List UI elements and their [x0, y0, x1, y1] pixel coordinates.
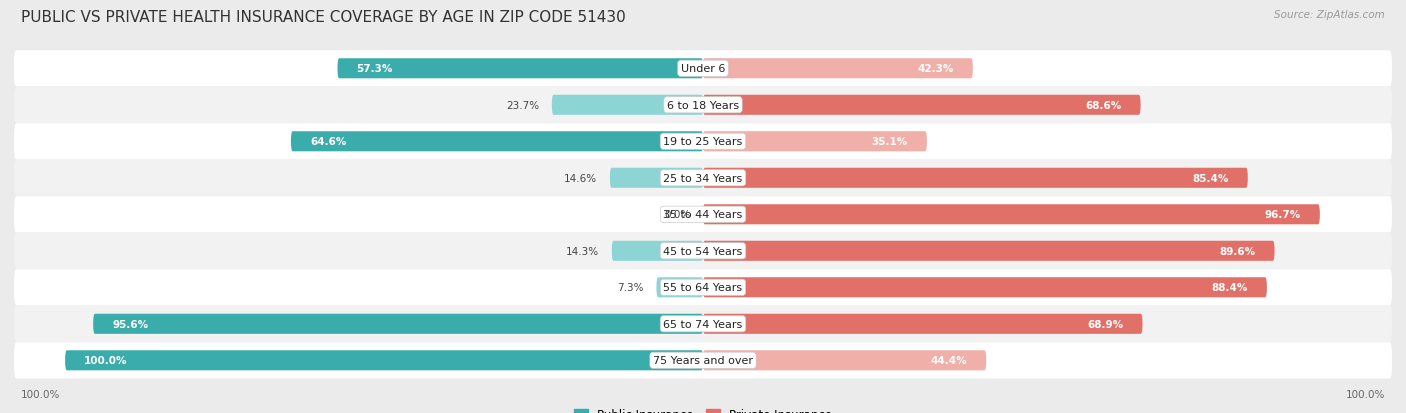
FancyBboxPatch shape: [93, 314, 703, 334]
FancyBboxPatch shape: [14, 233, 1392, 269]
FancyBboxPatch shape: [703, 59, 973, 79]
FancyBboxPatch shape: [14, 270, 1392, 306]
Text: 25 to 34 Years: 25 to 34 Years: [664, 173, 742, 183]
FancyBboxPatch shape: [14, 306, 1392, 342]
FancyBboxPatch shape: [703, 132, 927, 152]
Text: 44.4%: 44.4%: [931, 356, 967, 366]
FancyBboxPatch shape: [14, 124, 1392, 160]
Text: 23.7%: 23.7%: [506, 100, 538, 111]
Text: 75 Years and over: 75 Years and over: [652, 356, 754, 366]
Text: 0.0%: 0.0%: [664, 210, 690, 220]
Text: 100.0%: 100.0%: [84, 356, 128, 366]
FancyBboxPatch shape: [703, 314, 1143, 334]
Text: 68.9%: 68.9%: [1087, 319, 1123, 329]
FancyBboxPatch shape: [14, 197, 1392, 233]
Text: 89.6%: 89.6%: [1219, 246, 1256, 256]
Legend: Public Insurance, Private Insurance: Public Insurance, Private Insurance: [569, 403, 837, 413]
Text: 95.6%: 95.6%: [112, 319, 149, 329]
FancyBboxPatch shape: [703, 169, 1247, 188]
FancyBboxPatch shape: [14, 51, 1392, 87]
FancyBboxPatch shape: [612, 241, 703, 261]
FancyBboxPatch shape: [703, 95, 1140, 116]
FancyBboxPatch shape: [337, 59, 703, 79]
FancyBboxPatch shape: [291, 132, 703, 152]
Text: 45 to 54 Years: 45 to 54 Years: [664, 246, 742, 256]
FancyBboxPatch shape: [703, 278, 1267, 298]
Text: PUBLIC VS PRIVATE HEALTH INSURANCE COVERAGE BY AGE IN ZIP CODE 51430: PUBLIC VS PRIVATE HEALTH INSURANCE COVER…: [21, 10, 626, 25]
Text: 35.1%: 35.1%: [872, 137, 908, 147]
FancyBboxPatch shape: [65, 350, 703, 370]
FancyBboxPatch shape: [14, 88, 1392, 123]
Text: 100.0%: 100.0%: [1346, 389, 1385, 399]
Text: 96.7%: 96.7%: [1264, 210, 1301, 220]
Text: 6 to 18 Years: 6 to 18 Years: [666, 100, 740, 111]
Text: 55 to 64 Years: 55 to 64 Years: [664, 282, 742, 292]
FancyBboxPatch shape: [703, 241, 1275, 261]
Text: 42.3%: 42.3%: [917, 64, 953, 74]
Text: 64.6%: 64.6%: [311, 137, 346, 147]
Text: 14.6%: 14.6%: [564, 173, 598, 183]
FancyBboxPatch shape: [657, 278, 703, 298]
Text: 19 to 25 Years: 19 to 25 Years: [664, 137, 742, 147]
FancyBboxPatch shape: [14, 342, 1392, 378]
Text: 100.0%: 100.0%: [21, 389, 60, 399]
Text: 65 to 74 Years: 65 to 74 Years: [664, 319, 742, 329]
Text: 7.3%: 7.3%: [617, 282, 644, 292]
Text: 88.4%: 88.4%: [1212, 282, 1247, 292]
FancyBboxPatch shape: [14, 160, 1392, 196]
Text: Under 6: Under 6: [681, 64, 725, 74]
Text: Source: ZipAtlas.com: Source: ZipAtlas.com: [1274, 10, 1385, 20]
FancyBboxPatch shape: [703, 350, 986, 370]
Text: 57.3%: 57.3%: [357, 64, 394, 74]
FancyBboxPatch shape: [703, 205, 1320, 225]
FancyBboxPatch shape: [551, 95, 703, 116]
FancyBboxPatch shape: [610, 169, 703, 188]
Text: 35 to 44 Years: 35 to 44 Years: [664, 210, 742, 220]
Text: 85.4%: 85.4%: [1192, 173, 1229, 183]
Text: 68.6%: 68.6%: [1085, 100, 1122, 111]
Text: 14.3%: 14.3%: [565, 246, 599, 256]
